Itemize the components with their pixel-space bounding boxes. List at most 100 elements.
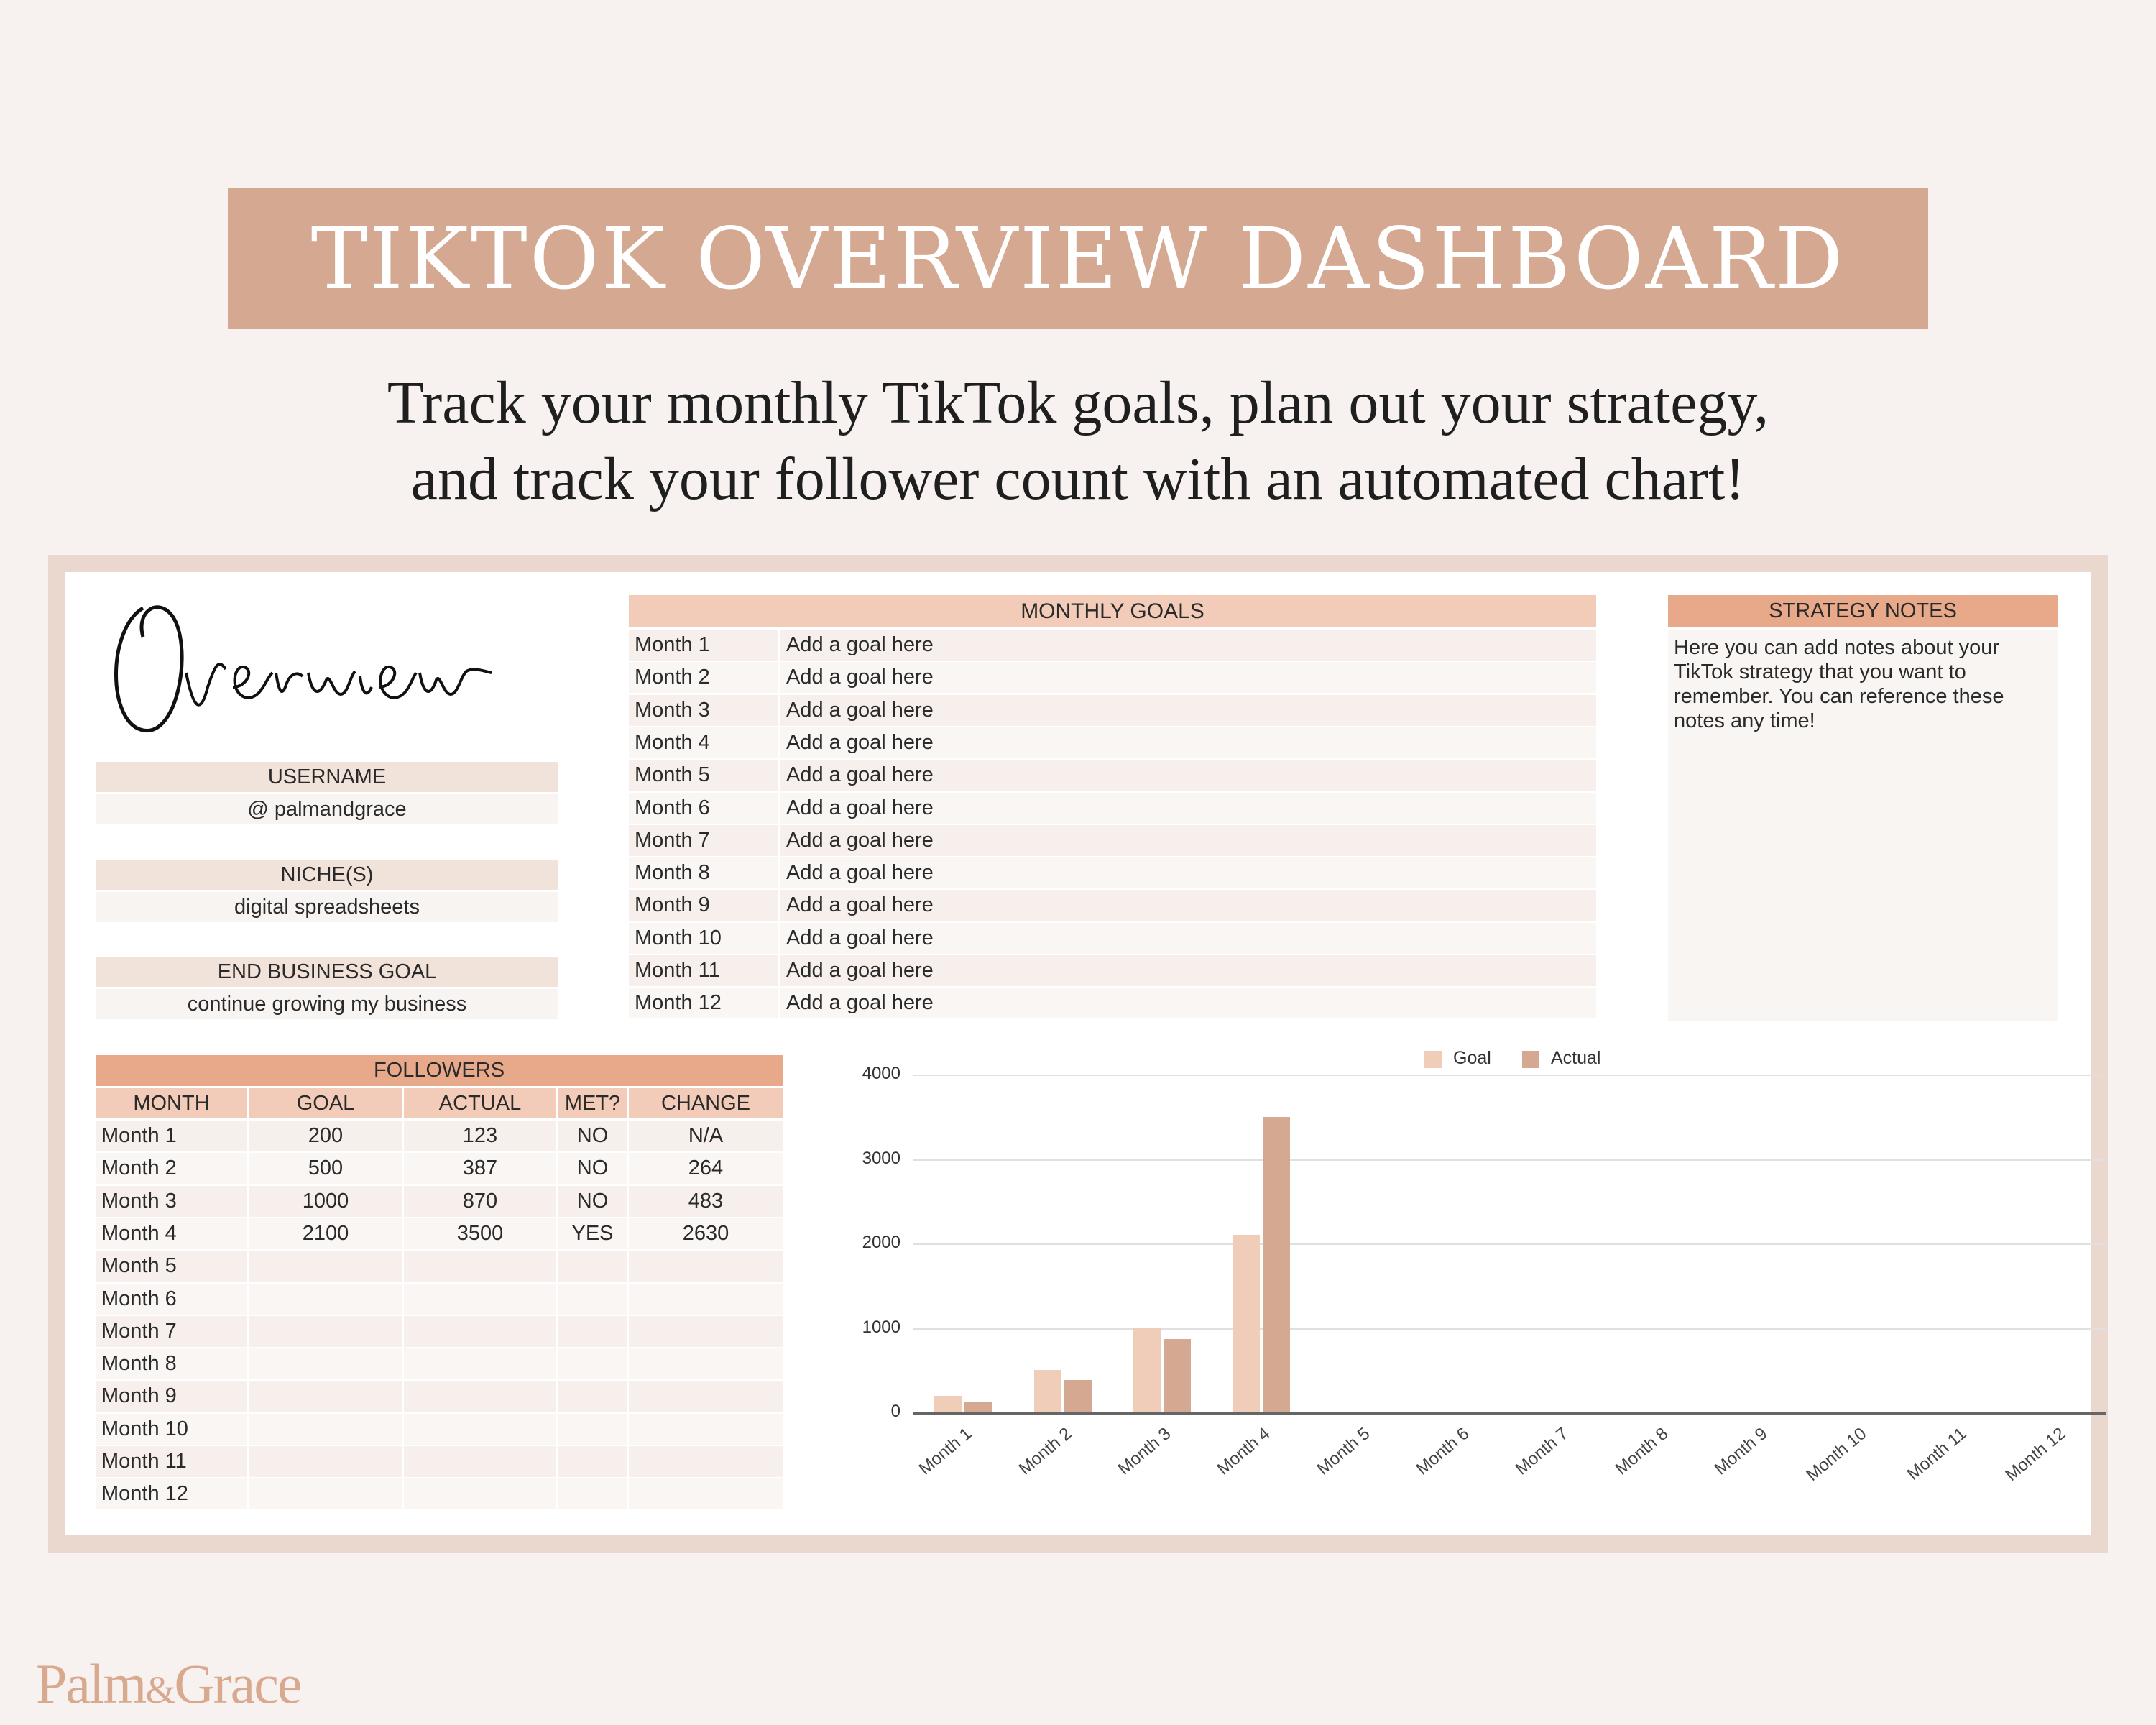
strategy-notes-header: STRATEGY NOTES	[1668, 595, 2058, 627]
followers-goal-cell[interactable]	[249, 1348, 402, 1380]
followers-actual-cell[interactable]	[404, 1413, 556, 1445]
end-goal-label: END BUSINESS GOAL	[96, 957, 558, 987]
x-tick-label: Month 5	[1313, 1424, 1373, 1479]
followers-goal-cell[interactable]	[249, 1446, 402, 1477]
followers-actual-cell[interactable]	[404, 1348, 556, 1380]
followers-change-cell[interactable]	[629, 1283, 783, 1315]
followers-goal-cell[interactable]: 1000	[249, 1185, 402, 1217]
followers-change-cell[interactable]: 483	[629, 1185, 783, 1217]
followers-goal-cell[interactable]	[249, 1478, 402, 1510]
goal-text-cell[interactable]: Add a goal here	[780, 760, 1596, 791]
followers-goal-cell[interactable]	[249, 1315, 402, 1347]
bar-actual-1[interactable]	[964, 1402, 992, 1412]
goal-text-cell[interactable]: Add a goal here	[780, 694, 1596, 726]
goal-month-label: Month 11	[629, 955, 778, 986]
followers-change-cell[interactable]: N/A	[629, 1121, 783, 1151]
followers-actual-cell[interactable]	[404, 1315, 556, 1347]
followers-month-cell: Month 7	[96, 1315, 247, 1347]
followers-change-cell[interactable]	[629, 1446, 783, 1477]
followers-change-cell[interactable]	[629, 1381, 783, 1412]
goal-text-cell[interactable]: Add a goal here	[780, 662, 1596, 694]
x-tick-label: Month 1	[915, 1424, 976, 1479]
x-tick-label: Month 3	[1114, 1424, 1175, 1479]
followers-actual-cell[interactable]: 123	[404, 1121, 556, 1151]
legend-actual-swatch	[1522, 1051, 1539, 1068]
followers-change-cell[interactable]: 264	[629, 1153, 783, 1184]
bar-actual-4[interactable]	[1263, 1116, 1291, 1412]
goal-text-cell[interactable]: Add a goal here	[780, 792, 1596, 824]
x-tick-label: Month 12	[2001, 1424, 2070, 1486]
followers-col-change: CHANGE	[629, 1088, 783, 1118]
followers-month-cell: Month 10	[96, 1413, 247, 1445]
goal-month-label: Month 4	[629, 727, 778, 758]
followers-goal-cell[interactable]: 2100	[249, 1218, 402, 1249]
niche-value[interactable]: digital spreadsheets	[96, 892, 558, 922]
y-tick-label: 4000	[862, 1064, 900, 1083]
followers-met-cell[interactable]	[558, 1381, 627, 1412]
followers-met-cell[interactable]	[558, 1251, 627, 1282]
followers-actual-cell[interactable]: 387	[404, 1153, 556, 1184]
followers-met-cell[interactable]: NO	[558, 1185, 627, 1217]
goal-month-label: Month 12	[629, 988, 778, 1019]
bar-actual-2[interactable]	[1064, 1379, 1092, 1412]
followers-change-cell[interactable]	[629, 1413, 783, 1445]
username-label: USERNAME	[96, 762, 558, 792]
followers-col-month: MONTH	[96, 1088, 247, 1118]
followers-met-cell[interactable]	[558, 1283, 627, 1315]
gridline	[913, 1075, 2106, 1076]
goal-text-cell[interactable]: Add a goal here	[780, 890, 1596, 921]
username-value[interactable]: @ palmandgrace	[96, 794, 558, 824]
followers-goal-cell[interactable]	[249, 1413, 402, 1445]
followers-met-cell[interactable]: NO	[558, 1121, 627, 1151]
followers-actual-cell[interactable]	[404, 1381, 556, 1412]
followers-actual-cell[interactable]	[404, 1478, 556, 1510]
followers-actual-cell[interactable]: 870	[404, 1185, 556, 1217]
bar-goal-2[interactable]	[1033, 1370, 1061, 1412]
strategy-notes-body[interactable]: Here you can add notes about your TikTok…	[1668, 630, 2058, 1021]
followers-actual-cell[interactable]	[404, 1251, 556, 1282]
goal-text-cell[interactable]: Add a goal here	[780, 630, 1596, 661]
followers-change-cell[interactable]: 2630	[629, 1218, 783, 1249]
subtitle-line-2: and track your follower count with an au…	[410, 446, 1746, 512]
goal-month-label: Month 6	[629, 792, 778, 824]
x-tick-label: Month 11	[1903, 1424, 1970, 1484]
gridline	[913, 1328, 2106, 1330]
followers-met-cell[interactable]	[558, 1348, 627, 1380]
followers-met-cell[interactable]	[558, 1446, 627, 1477]
goal-text-cell[interactable]: Add a goal here	[780, 857, 1596, 889]
goal-text-cell[interactable]: Add a goal here	[780, 922, 1596, 954]
followers-goal-cell[interactable]	[249, 1381, 402, 1412]
followers-met-cell[interactable]	[558, 1478, 627, 1510]
goal-text-cell[interactable]: Add a goal here	[780, 955, 1596, 986]
followers-actual-cell[interactable]: 3500	[404, 1218, 556, 1249]
bar-actual-3[interactable]	[1163, 1338, 1191, 1412]
goal-text-cell[interactable]: Add a goal here	[780, 988, 1596, 1019]
bar-goal-3[interactable]	[1133, 1328, 1161, 1412]
followers-met-cell[interactable]: NO	[558, 1153, 627, 1184]
followers-goal-cell[interactable]	[249, 1283, 402, 1315]
followers-change-cell[interactable]	[629, 1251, 783, 1282]
followers-actual-cell[interactable]	[404, 1283, 556, 1315]
followers-change-cell[interactable]	[629, 1348, 783, 1380]
followers-goal-cell[interactable]	[249, 1251, 402, 1282]
bar-goal-1[interactable]	[934, 1395, 962, 1412]
goal-text-cell[interactable]: Add a goal here	[780, 824, 1596, 856]
niche-label: NICHE(S)	[96, 860, 558, 890]
bar-goal-4[interactable]	[1233, 1235, 1261, 1412]
end-goal-value[interactable]: continue growing my business	[96, 989, 558, 1019]
followers-met-cell[interactable]: YES	[558, 1218, 627, 1249]
goal-text-cell[interactable]: Add a goal here	[780, 727, 1596, 758]
followers-actual-cell[interactable]	[404, 1446, 556, 1477]
x-tick-label: Month 6	[1412, 1424, 1473, 1479]
followers-met-cell[interactable]	[558, 1413, 627, 1445]
followers-month-cell: Month 12	[96, 1478, 247, 1510]
followers-change-cell[interactable]	[629, 1478, 783, 1510]
followers-change-cell[interactable]	[629, 1315, 783, 1347]
followers-month-cell: Month 11	[96, 1446, 247, 1477]
followers-met-cell[interactable]	[558, 1315, 627, 1347]
followers-goal-cell[interactable]: 500	[249, 1153, 402, 1184]
x-tick-label: Month 10	[1802, 1424, 1871, 1486]
overview-heading	[114, 605, 492, 732]
followers-goal-cell[interactable]: 200	[249, 1121, 402, 1151]
y-tick-label: 3000	[862, 1148, 900, 1168]
